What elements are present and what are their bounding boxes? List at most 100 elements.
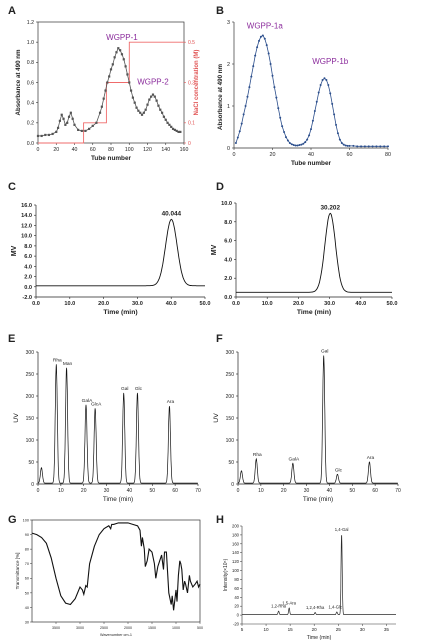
data-point (44, 133, 47, 137)
y-axis-label: Absorbance at 490 nm (217, 63, 224, 130)
data-point (300, 143, 303, 146)
peak-label-glc: Glc (135, 386, 143, 392)
data-point (335, 123, 338, 126)
x-tick-label: 0 (37, 488, 40, 494)
x-tick-label: 20 (53, 147, 59, 153)
y-tick-label: 160 (232, 541, 240, 546)
x-tick-label: 3000 (76, 626, 84, 630)
series-trace (36, 218, 205, 287)
data-point (113, 56, 116, 59)
y-tick-label: 60 (234, 586, 239, 591)
data-point (387, 145, 389, 148)
data-point (155, 99, 158, 102)
data-point (60, 113, 63, 116)
y-tick-label: 90 (25, 533, 29, 537)
panel-letter-h: H (216, 514, 224, 526)
x-tick-label: 30 (104, 488, 110, 494)
y2-axis-label: NaCl concentration (M) (194, 50, 200, 116)
data-point (346, 144, 349, 147)
peak-label: 1,5-Ara (282, 601, 296, 606)
data-point (263, 37, 266, 40)
data-point (248, 86, 251, 89)
data-point (315, 100, 318, 103)
data-point (150, 95, 153, 98)
peak-label-gal: Gal (321, 349, 328, 355)
annotation-wgpp-1a: WGPP-1a (247, 21, 284, 30)
y-tick-label: 0.0 (27, 141, 34, 147)
y-tick-label: 4.0 (24, 264, 32, 270)
x-tick-label: 20 (81, 488, 87, 494)
y-axis-label: MV (211, 244, 218, 255)
x-tick-label: 3500 (52, 626, 60, 630)
data-point (84, 129, 87, 132)
data-point (91, 124, 94, 127)
peak-label: 1,4-Glc (329, 605, 343, 610)
data-point (135, 106, 138, 109)
x-tick-label: 30.0 (324, 301, 335, 307)
data-point (327, 84, 330, 86)
data-point (302, 142, 305, 145)
plot-frame (31, 519, 201, 623)
y-tick-label: 0.8 (27, 60, 34, 66)
data-point (100, 105, 103, 108)
peak-label-rha: Rha (253, 452, 262, 458)
data-point (133, 101, 136, 104)
data-point (348, 144, 351, 147)
y-tick-label: 100 (232, 568, 240, 573)
data-point (164, 118, 167, 121)
x-tick-label: 30.0 (132, 301, 143, 307)
data-point (148, 98, 151, 101)
y-tick-label: 0.2 (27, 121, 34, 127)
peak-label-ara: Ara (367, 455, 375, 461)
data-point (95, 121, 98, 124)
data-point (117, 47, 120, 50)
peak-label-man: Man (63, 361, 73, 367)
y-axis-label: Transmittance [%] (15, 553, 20, 590)
data-point (236, 136, 239, 139)
series-trace (37, 364, 198, 484)
panel-b: 0 20 40 60 80 0 1 2 3 Tube number Absorbance at 49… (217, 20, 391, 167)
x-tick-label: 100 (125, 147, 134, 153)
x-tick-label: 0.0 (32, 301, 40, 307)
data-point (288, 141, 291, 144)
data-point (40, 134, 43, 138)
y-tick-label: 120 (232, 559, 240, 564)
data-point (122, 58, 125, 61)
data-point (106, 81, 109, 84)
x-tick-label: 80 (108, 147, 114, 153)
x-tick-label: 20 (281, 488, 287, 494)
y-tick-label: 200 (226, 394, 235, 400)
x-tick-label: 140 (161, 147, 170, 153)
data-point (352, 144, 355, 147)
data-point (242, 113, 245, 116)
y-axis-label: UV (13, 413, 20, 423)
data-point (306, 138, 309, 141)
panel-f: 0 10 20 30 40 50 60 70 0 50 100 150 200 250 300 Time (m… (213, 349, 401, 503)
x-tick-label: 25 (336, 627, 342, 632)
data-point (144, 108, 147, 111)
x-axis-label: Wavenumber cm-1 (100, 633, 132, 637)
x-tick-label: 60 (372, 488, 378, 494)
x-tick-label: 10 (58, 488, 64, 494)
data-point (296, 144, 299, 147)
data-point (290, 143, 293, 146)
data-point (139, 111, 142, 114)
x-tick-label: 70 (395, 488, 401, 494)
y-tick-label: 50 (28, 460, 34, 466)
data-point (58, 119, 61, 122)
data-point (170, 125, 173, 128)
peak-label-glca: GlcA (91, 401, 102, 407)
annotation-wgpp-1b: WGPP-1b (312, 57, 349, 66)
y-tick-label: 180 (232, 532, 240, 537)
data-point (321, 78, 324, 81)
x-tick-label: 1500 (148, 626, 156, 630)
data-point (168, 123, 171, 126)
y-tick-label: 200 (232, 524, 240, 529)
data-point (66, 121, 69, 124)
x-axis-label: Time (min) (307, 635, 332, 641)
data-point (379, 145, 382, 148)
data-point (161, 111, 164, 114)
series-trace (237, 355, 398, 484)
data-point (267, 52, 270, 55)
